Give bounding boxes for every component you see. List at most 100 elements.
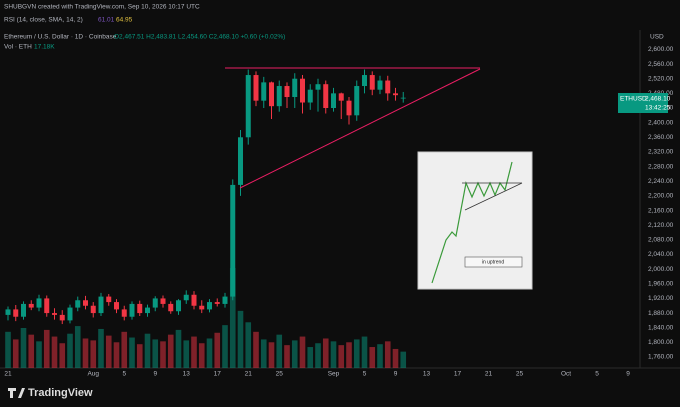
price-label-price: 2,468.10 xyxy=(645,96,671,103)
volume-bar xyxy=(268,342,275,368)
volume-bar xyxy=(400,351,407,368)
candle-body xyxy=(323,84,329,108)
x-tick-label: 21 xyxy=(485,371,493,378)
candle-body xyxy=(98,296,104,314)
x-tick-label: 13 xyxy=(423,371,431,378)
x-tick-label: Sep xyxy=(328,371,340,378)
volume-bar xyxy=(253,331,259,368)
volume-bar xyxy=(191,336,197,368)
volume-bar xyxy=(129,337,135,368)
candle-body xyxy=(214,302,220,304)
volume-bar xyxy=(260,339,267,368)
y-tick-label: 1,880.00 xyxy=(648,310,674,317)
x-tick-label: 25 xyxy=(516,371,524,378)
volume-bar xyxy=(20,328,27,368)
ohlc-legend: O2,467.51 H2,483.81 L2,454.60 C2,468.10 … xyxy=(114,34,285,41)
x-tick-label: 5 xyxy=(595,371,599,378)
candle-body xyxy=(269,82,274,107)
y-tick-label: 2,200.00 xyxy=(648,193,674,200)
y-tick-label: 2,280.00 xyxy=(648,163,674,170)
candle-body xyxy=(222,296,228,304)
y-tick-label: 2,240.00 xyxy=(648,178,674,185)
y-tick-label: 1,760.00 xyxy=(648,354,674,361)
candle-body xyxy=(369,75,375,90)
candle-body xyxy=(207,302,212,310)
candle-body xyxy=(331,93,336,108)
candle-body xyxy=(83,300,88,306)
volume-bar xyxy=(338,345,345,368)
volume-bar xyxy=(361,336,368,368)
volume-bar xyxy=(74,326,81,368)
volume-bar xyxy=(322,338,329,368)
candle-body xyxy=(21,303,26,317)
price-label-symbol: ETHUSD xyxy=(620,96,647,103)
inset-image: in uptrend xyxy=(417,151,533,290)
symbol-legend: Ethereum / U.S. Dollar · 1D · Coinbase xyxy=(4,34,117,41)
y-tick-label: 2,320.00 xyxy=(648,149,674,156)
volume-bar xyxy=(175,329,182,368)
candle-body xyxy=(261,82,267,101)
x-tick-label: 13 xyxy=(183,371,191,378)
triangle-drawing xyxy=(225,67,481,189)
y-tick-label: 2,000.00 xyxy=(648,266,674,273)
candle-body xyxy=(176,300,181,312)
support-line xyxy=(239,68,481,189)
candle-body xyxy=(114,302,119,310)
volume-bar xyxy=(330,341,337,368)
volume-bar xyxy=(152,339,159,368)
candle-body xyxy=(36,298,42,308)
candle-body xyxy=(160,298,166,304)
candle-body xyxy=(90,305,96,314)
candle-body xyxy=(67,307,73,321)
candle-body xyxy=(199,305,205,310)
candle-body xyxy=(168,303,174,312)
candle-body xyxy=(354,86,360,116)
candle-body xyxy=(307,89,313,103)
volume-bar xyxy=(392,348,399,368)
x-tick-label: Aug xyxy=(87,371,99,378)
candle-body xyxy=(5,309,11,315)
price-label-box xyxy=(618,93,668,113)
rsi-ma-value: 64.95 xyxy=(116,17,133,24)
candle-body xyxy=(152,298,158,308)
volume-bar xyxy=(28,334,35,368)
x-tick-label: 25 xyxy=(276,371,284,378)
candle-body xyxy=(106,296,112,303)
candle-body xyxy=(191,294,197,306)
candle-body xyxy=(59,314,65,321)
volume-bar xyxy=(183,340,190,368)
volume-value: 17.18K xyxy=(34,44,55,51)
inset-label-box xyxy=(464,256,523,268)
candle-body xyxy=(284,86,290,98)
volume-bar xyxy=(369,347,376,368)
x-tick-label: 9 xyxy=(394,371,398,378)
volume-bar xyxy=(82,338,89,368)
x-tick-label: 5 xyxy=(363,371,367,378)
price-label: ETHUSD 2,468.10 13:42:25 xyxy=(618,93,671,113)
y-tick-label: 2,400.00 xyxy=(648,119,674,126)
volume-bar xyxy=(276,334,283,368)
y-tick-label: 2,560.00 xyxy=(648,61,674,68)
candle-body xyxy=(145,307,150,314)
candle-body xyxy=(400,97,406,99)
candle-body xyxy=(245,75,251,138)
volume-bar xyxy=(307,347,314,368)
volume-bar xyxy=(59,343,66,368)
candle-body xyxy=(44,298,50,314)
candle-body xyxy=(137,303,143,314)
volume-bar xyxy=(299,336,306,368)
volume-bar xyxy=(67,333,73,368)
volume-bar xyxy=(377,344,383,368)
volume-bar xyxy=(144,333,151,368)
volume-bar xyxy=(90,340,97,368)
inset-bottom-line xyxy=(464,182,523,211)
candle-body xyxy=(292,78,298,98)
x-tick-label: 9 xyxy=(626,371,630,378)
x-tick-label: 9 xyxy=(153,371,157,378)
volume-bar xyxy=(198,343,205,368)
logo-mark xyxy=(8,388,25,398)
candle-body xyxy=(238,137,243,185)
volume-bar xyxy=(222,325,228,368)
candle-body xyxy=(75,300,81,308)
logo: TradingView xyxy=(8,387,93,399)
